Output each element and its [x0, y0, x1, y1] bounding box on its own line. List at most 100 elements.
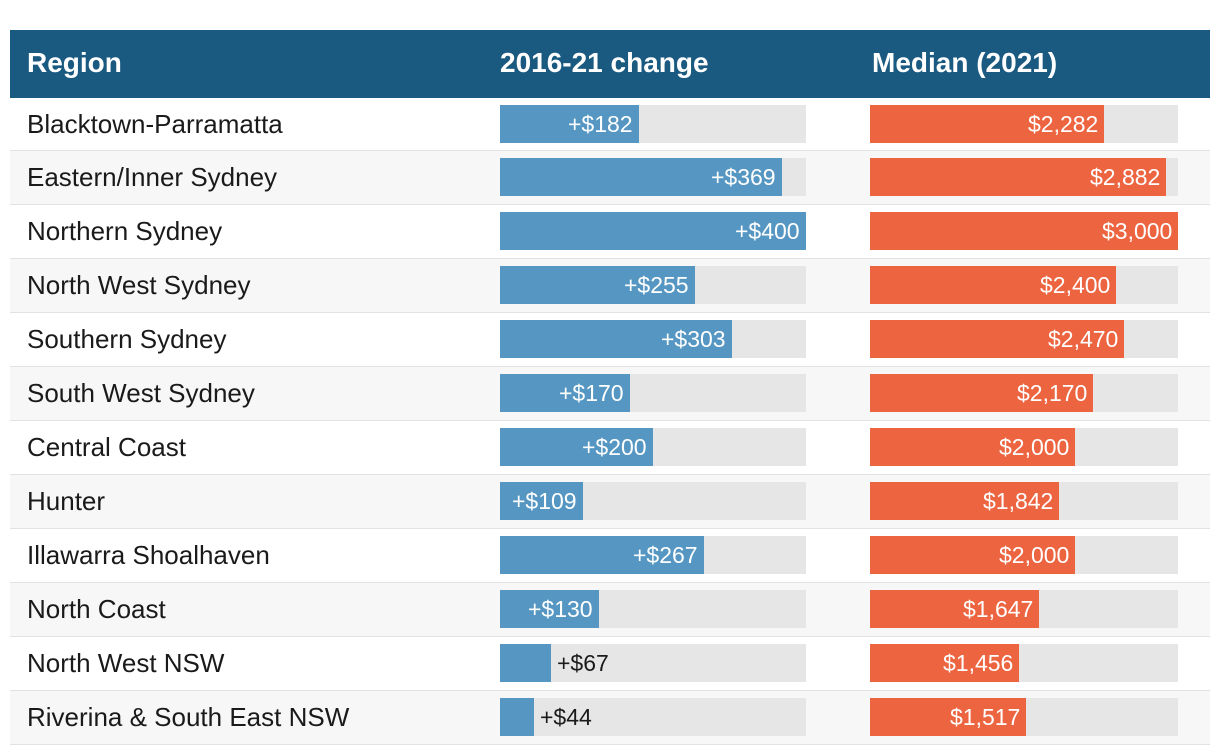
change-bar: [500, 536, 704, 574]
change-bar: [500, 105, 639, 143]
median-value-label: $1,456: [943, 650, 1014, 676]
median-value-label: $2,000: [999, 542, 1070, 568]
table-body: Blacktown-Parramatta +$182 $2,282 Eastern/I…: [10, 98, 1210, 745]
table-row: Central Coast +$200 $2,000: [10, 421, 1210, 475]
change-bar: [500, 266, 695, 304]
change-bar: [500, 320, 732, 358]
median-bar-track: $2,000: [870, 536, 1178, 574]
median-value-label: $2,170: [1017, 380, 1088, 406]
change-bar-track: +$200: [500, 428, 806, 466]
table-row: Hunter +$109 $1,842: [10, 475, 1210, 529]
change-value-label: +$400: [735, 218, 800, 244]
change-bar: [500, 212, 806, 250]
change-value-label: +$182: [568, 111, 633, 137]
change-bar-track: +$44: [500, 698, 806, 736]
table-row: North West NSW +$67 $1,456: [10, 637, 1210, 691]
region-label: North West NSW: [27, 648, 225, 678]
table-row: North Coast +$130 $1,647: [10, 583, 1210, 637]
change-bar-track: +$369: [500, 158, 806, 196]
change-bar-track: +$255: [500, 266, 806, 304]
median-bar-track: $2,170: [870, 374, 1178, 412]
table-row: Blacktown-Parramatta +$182 $2,282: [10, 98, 1210, 151]
median-column-header: Median (2021): [872, 47, 1058, 78]
median-bar: [870, 482, 1059, 520]
median-bar: [870, 266, 1116, 304]
region-label: Eastern/Inner Sydney: [27, 162, 278, 192]
table-row: South West Sydney +$170 $2,170: [10, 367, 1210, 421]
median-bar: [870, 212, 1178, 250]
table-row: Northern Sydney +$400 $3,000: [10, 205, 1210, 259]
median-bar-track: $1,517: [870, 698, 1178, 736]
change-bar-track: +$400: [500, 212, 806, 250]
median-value-label: $1,647: [963, 596, 1034, 622]
region-label: Central Coast: [27, 432, 186, 462]
median-bar-track: $1,842: [870, 482, 1178, 520]
change-value-label: +$170: [559, 380, 624, 406]
median-value-label: $2,282: [1028, 111, 1099, 137]
median-bar-track: $3,000: [870, 212, 1178, 250]
change-bar: [500, 482, 583, 520]
table-row: Southern Sydney +$303 $2,470: [10, 313, 1210, 367]
region-label: North West Sydney: [27, 270, 251, 300]
rent-table: Region 2016-21 change Median (2021) Blac…: [10, 30, 1210, 745]
change-value-label: +$255: [624, 272, 689, 298]
table-row: Illawarra Shoalhaven +$267 $2,000: [10, 529, 1210, 583]
region-label: North Coast: [27, 594, 166, 624]
change-value-label: +$200: [582, 434, 647, 460]
change-value-label: +$44: [540, 704, 592, 730]
median-value-label: $3,000: [1102, 218, 1173, 244]
table-row: Eastern/Inner Sydney +$369 $2,882: [10, 151, 1210, 205]
median-bar: [870, 158, 1166, 196]
median-bar: [870, 320, 1124, 358]
change-value-label: +$67: [557, 650, 609, 676]
change-value-label: +$109: [512, 488, 577, 514]
median-bar: [870, 644, 1019, 682]
change-bar-track: +$109: [500, 482, 806, 520]
change-bar-track: +$130: [500, 590, 806, 628]
median-bar-track: $1,647: [870, 590, 1178, 628]
change-bar: [500, 428, 653, 466]
region-label: Northern Sydney: [27, 216, 223, 246]
change-bar-track: +$182: [500, 105, 806, 143]
region-label: Blacktown-Parramatta: [27, 109, 283, 139]
region-label: Southern Sydney: [27, 324, 227, 354]
median-bar-track: $2,282: [870, 105, 1178, 143]
median-bar-track: $2,000: [870, 428, 1178, 466]
change-value-label: +$369: [711, 164, 776, 190]
median-bar-track: $2,400: [870, 266, 1178, 304]
change-bar: [500, 590, 599, 628]
median-value-label: $2,882: [1090, 164, 1161, 190]
change-bar-track: +$303: [500, 320, 806, 358]
median-bar-track: $2,882: [870, 158, 1178, 196]
change-bar: [500, 644, 551, 682]
median-bar: [870, 590, 1039, 628]
region-label: Hunter: [27, 486, 106, 516]
change-bar: [500, 698, 534, 736]
median-value-label: $1,842: [983, 488, 1054, 514]
change-value-label: +$303: [661, 326, 726, 352]
region-column-header: Region: [27, 47, 122, 78]
median-bar: [870, 698, 1026, 736]
change-bar-track: +$170: [500, 374, 806, 412]
table-row: Riverina & South East NSW +$44 $1,517: [10, 691, 1210, 745]
change-bar: [500, 374, 630, 412]
median-bar-track: $2,470: [870, 320, 1178, 358]
median-value-label: $2,400: [1040, 272, 1111, 298]
region-label: Riverina & South East NSW: [27, 702, 350, 732]
median-bar: [870, 105, 1104, 143]
median-bar: [870, 428, 1075, 466]
median-value-label: $2,000: [999, 434, 1070, 460]
median-value-label: $1,517: [950, 704, 1021, 730]
median-bar: [870, 536, 1075, 574]
change-bar-track: +$67: [500, 644, 806, 682]
median-bar: [870, 374, 1093, 412]
change-column-header: 2016-21 change: [500, 47, 709, 78]
change-value-label: +$130: [528, 596, 593, 622]
table-row: North West Sydney +$255 $2,400: [10, 259, 1210, 313]
table-header: Region 2016-21 change Median (2021): [10, 30, 1210, 98]
change-bar: [500, 158, 782, 196]
change-value-label: +$267: [633, 542, 698, 568]
region-label: South West Sydney: [27, 378, 255, 408]
region-label: Illawarra Shoalhaven: [27, 540, 270, 570]
change-bar-track: +$267: [500, 536, 806, 574]
